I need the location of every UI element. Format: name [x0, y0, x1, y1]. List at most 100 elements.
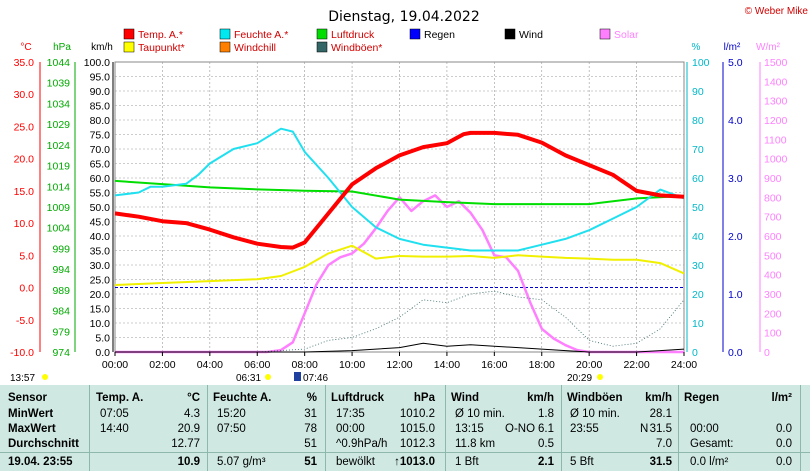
legend-swatch: [409, 28, 421, 40]
table-divider: [207, 385, 208, 471]
row-gust-a: 5 Bft: [570, 456, 594, 468]
legend-label: Windböen*: [331, 42, 382, 54]
table-divider: [800, 385, 801, 471]
solar-axis-tick: 300: [764, 289, 782, 301]
sunset-icon: [597, 374, 603, 380]
series-temp-a: [114, 130, 685, 250]
temp-axis-tick: 5.0: [19, 250, 34, 262]
speed-axis-tick: 55.0: [90, 188, 111, 200]
speed-axis-tick: 0.0: [95, 347, 110, 359]
speed-axis-tick: 5.0: [95, 333, 110, 345]
row-label: MaxWert: [8, 423, 56, 435]
solar-axis-tick: 0: [764, 347, 770, 359]
table-divider: [325, 385, 326, 471]
legend-label: Taupunkt*: [138, 42, 185, 54]
solar-axis-tick: 1100: [764, 134, 787, 146]
pressure-axis-tick: 999: [52, 243, 70, 255]
left-axes: °C 35.0 30.0 25.0 20.0 15.0 10.0 5.0 0.0 -5.0 -10.…: [10, 42, 114, 359]
row-temp-time: 07:05: [100, 408, 129, 420]
legend-label: Solar: [614, 29, 639, 41]
series-solar: [115, 194, 684, 354]
header-sensor: Sensor: [8, 392, 47, 404]
chart-legend: Temp. A.* Feuchte A.* Luftdruck Regen Wind So…: [123, 28, 639, 54]
x-tick-label: 10:00: [339, 359, 365, 371]
pressure-axis-tick: 994: [52, 264, 70, 276]
x-tick-label: 18:00: [529, 359, 555, 371]
speed-axis-tick: 30.0: [90, 260, 111, 272]
pressure-axis-tick: 989: [52, 285, 70, 297]
speed-axis-tick: 80.0: [90, 115, 111, 127]
solar-axis-tick: 100: [764, 328, 782, 340]
row-press-time: ^0.9hPa/h: [336, 438, 388, 450]
series-feuchte-a: [114, 127, 685, 252]
right-axes: %1009080706050403020100l/m²5.04.03.02.01…: [686, 42, 810, 359]
legend-label: Luftdruck: [331, 29, 375, 41]
legend-swatch: [316, 41, 328, 53]
x-tick-label: 00:00: [102, 359, 128, 371]
speed-axis-tick: 20.0: [90, 289, 111, 301]
humidity-axis-tick: 70: [692, 144, 704, 156]
temp-axis-tick: 20.0: [14, 154, 35, 166]
row-wind-v: 1.8: [538, 408, 554, 420]
row-press-val: ↑1013.0: [394, 456, 435, 468]
speed-axis-tick: 75.0: [90, 130, 111, 142]
pressure-axis-tick: 1024: [47, 140, 71, 152]
speed-axis-tick: 100.0: [84, 57, 110, 69]
x-tick-label: 02:00: [149, 359, 175, 371]
sun-icon-left: [42, 374, 48, 380]
temp-axis-tick: 25.0: [14, 121, 35, 133]
solar-axis-tick: 400: [764, 270, 782, 282]
stats-table: Sensor Temp. A. °C Feuchte A.% Luftdruck hPa W…: [0, 385, 810, 471]
speed-axis-tick: 70.0: [90, 144, 111, 156]
time-left-label: 13:57: [10, 373, 35, 384]
row-gust-v: 7.0: [656, 438, 672, 450]
table-divider: [445, 385, 446, 471]
row-wind-v: 6.1: [538, 423, 554, 435]
speed-axis-tick: 10.0: [90, 318, 111, 330]
weather-chart: Dienstag, 19.04.2022 © Weber Mike Temp. …: [10, 6, 810, 384]
x-tick-label: 24:00: [671, 359, 697, 371]
row-wind-v: 2.1: [538, 456, 554, 468]
pressure-axis-tick: 1009: [47, 202, 71, 214]
series-wind: [115, 342, 685, 353]
legend-swatch: [123, 41, 135, 53]
series-luftdruck: [114, 179, 685, 206]
row-wind-v: 0.5: [538, 438, 554, 450]
row-label: MinWert: [8, 408, 54, 420]
row-hum-time: 15:20: [217, 408, 246, 420]
humidity-axis-tick: 100: [692, 57, 710, 69]
humidity-axis-tick: 30: [692, 260, 704, 272]
table-divider: [561, 385, 562, 471]
row-hum-val: 51: [304, 456, 317, 468]
humidity-axis-tick: 10: [692, 318, 704, 330]
speed-axis-tick: 35.0: [90, 246, 111, 258]
humidity-axis-unit: %: [692, 42, 701, 53]
row-press-val: 1010.2: [399, 408, 435, 420]
solar-axis-unit: W/m²: [756, 42, 781, 53]
x-tick-label: 06:00: [244, 359, 270, 371]
row-gust-b: N: [640, 423, 649, 435]
header-wind-unit: km/h: [527, 392, 554, 404]
pressure-axis-tick: 1034: [47, 98, 71, 110]
header-gust-unit: km/h: [645, 392, 672, 404]
row-wind-a: Ø 10 min.: [455, 408, 505, 420]
speed-axis-tick: 90.0: [90, 86, 111, 98]
x-tick-label: 20:00: [576, 359, 602, 371]
speed-axis-tick: 85.0: [90, 101, 111, 113]
row-press-val: 1012.3: [399, 438, 435, 450]
humidity-axis-tick: 90: [692, 86, 704, 98]
x-tick-label: 22:00: [623, 359, 649, 371]
row-press-time: 00:00: [336, 423, 365, 435]
header-rain: Regen: [684, 392, 720, 404]
rain-axis-tick: 2.0: [728, 231, 743, 243]
x-tick-label: 04:00: [197, 359, 223, 371]
humidity-axis-tick: 20: [692, 289, 704, 301]
speed-axis-tick: 45.0: [90, 217, 111, 229]
row-press-val: 1015.0: [399, 423, 435, 435]
solar-axis-tick: 800: [764, 192, 782, 204]
temp-axis-tick: 15.0: [14, 186, 35, 198]
solar-axis-tick: 1300: [764, 96, 788, 108]
speed-axis-tick: 15.0: [90, 304, 111, 316]
speed-axis-tick: 60.0: [90, 173, 111, 185]
rain-axis-tick: 0.0: [728, 347, 743, 359]
